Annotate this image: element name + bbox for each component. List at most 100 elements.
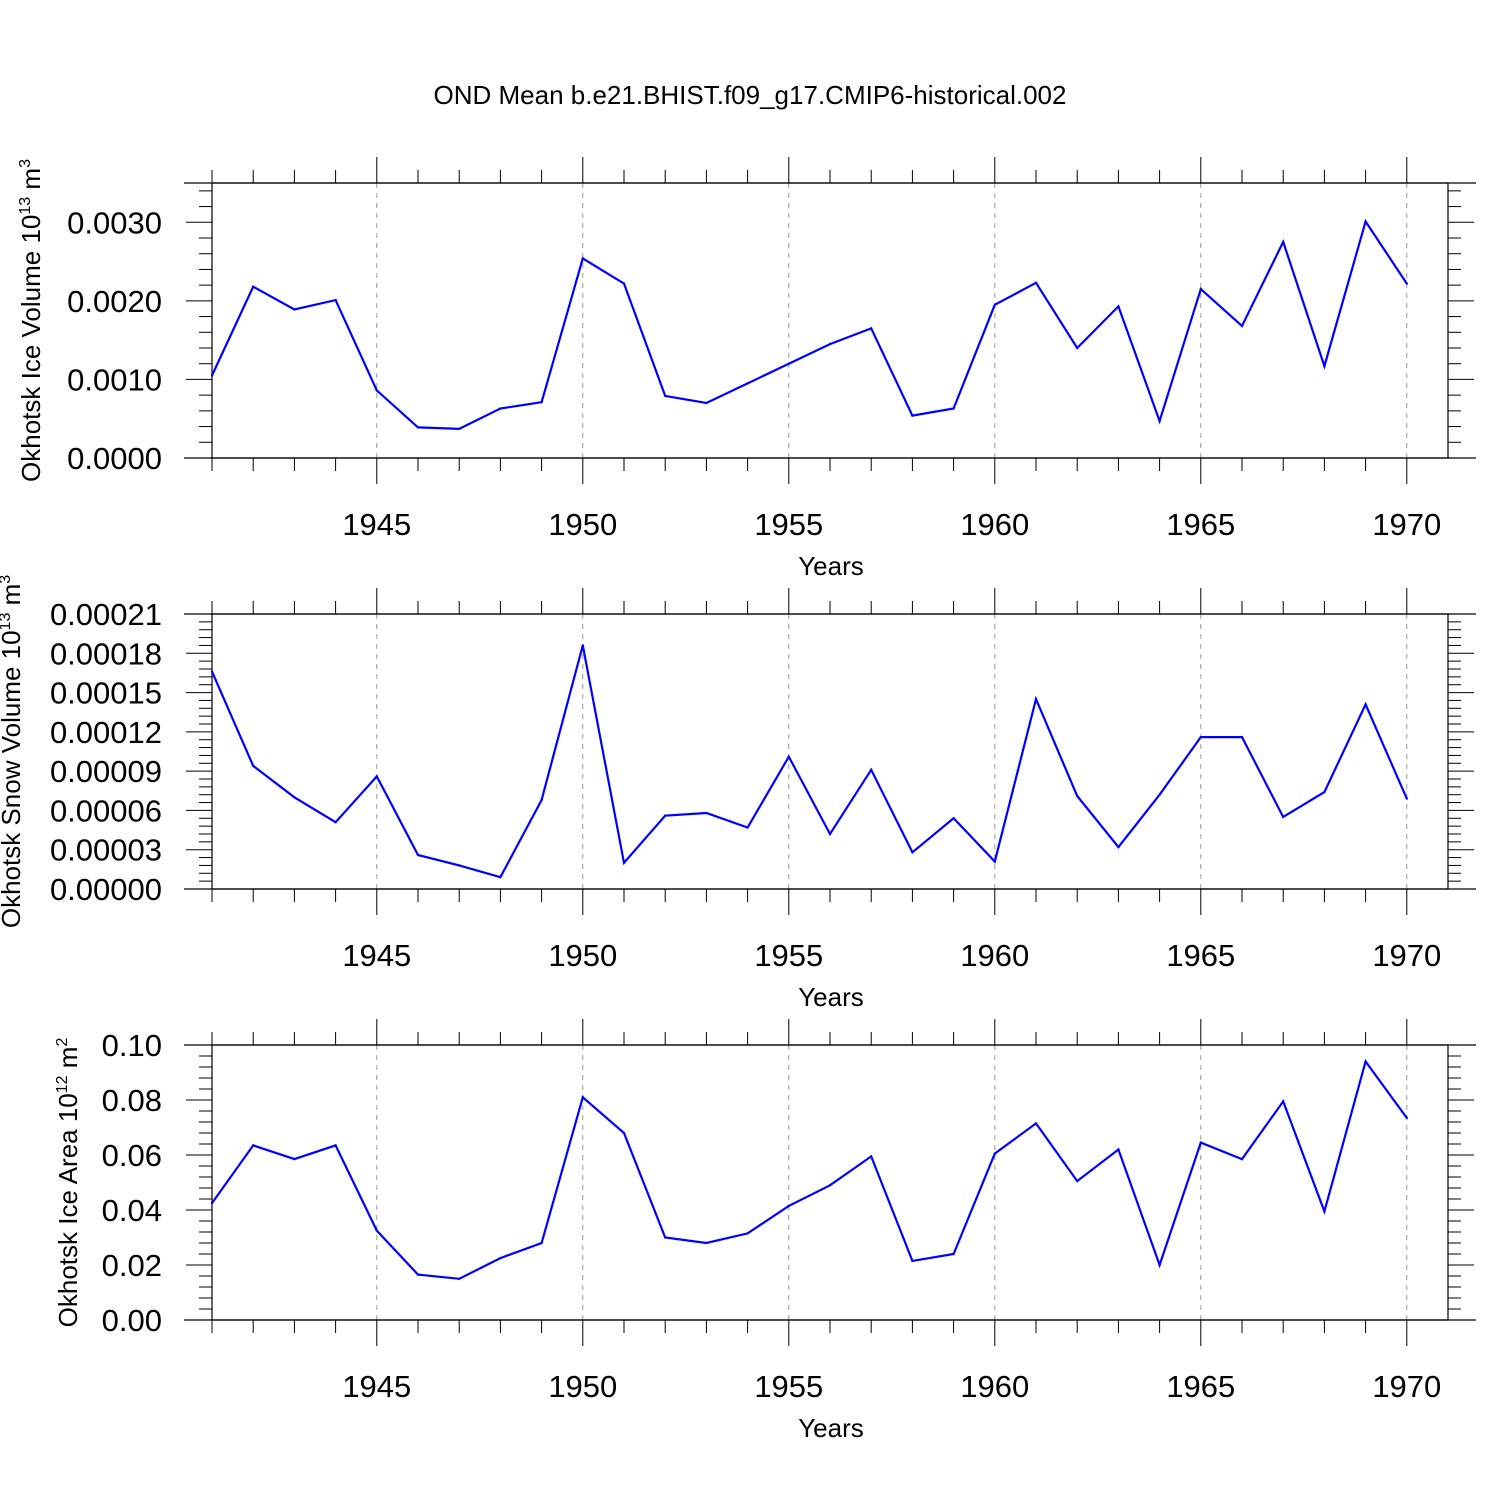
data-point	[1199, 1141, 1203, 1144]
data-point	[664, 394, 667, 398]
data-point	[1240, 324, 1244, 328]
data-point	[746, 826, 749, 829]
data-point	[870, 327, 873, 330]
data-point	[581, 1096, 584, 1099]
data-point	[1034, 281, 1038, 284]
y-tick-label: 0.02	[102, 1248, 162, 1283]
x-axis-title: Years	[798, 1413, 864, 1443]
data-point	[746, 382, 749, 385]
data-point	[952, 817, 955, 820]
data-point	[1323, 1210, 1326, 1213]
y-tick-label: 0.0030	[67, 205, 162, 240]
data-point	[375, 389, 378, 392]
data-point	[1364, 220, 1367, 223]
x-tick-label: 1950	[548, 507, 617, 542]
data-point	[1282, 1100, 1285, 1103]
data-point	[787, 362, 790, 365]
data-point	[993, 303, 996, 306]
data-point	[375, 775, 378, 778]
x-axis-title: Years	[798, 551, 864, 581]
x-tick-label: 1955	[754, 507, 823, 542]
data-point	[870, 1155, 873, 1158]
data-point	[1405, 1116, 1409, 1120]
y-tick-label: 0.0010	[67, 362, 162, 397]
x-tick-label: 1950	[548, 1369, 617, 1404]
data-point	[1076, 794, 1079, 798]
data-point	[1240, 735, 1244, 739]
y-axis-title: Okhotsk Snow Volume 1013 m3	[0, 575, 26, 928]
plot-frame	[211, 182, 1449, 459]
data-point	[252, 764, 255, 768]
data-point	[622, 282, 626, 285]
data-point	[416, 1273, 420, 1276]
data-point	[1282, 240, 1285, 244]
data-point	[1323, 790, 1326, 794]
data-point	[1034, 1122, 1038, 1125]
y-tick-label: 0.00012	[50, 715, 162, 750]
data-point	[664, 1236, 667, 1239]
data-point	[1158, 419, 1161, 423]
data-point	[540, 1241, 543, 1245]
x-tick-label: 1970	[1372, 507, 1441, 542]
panel-3: 1945 1950 1955 1960 1965 1970 Years 0.00 0.02 0.0…	[53, 1019, 1476, 1443]
y-tick-label: 0.10	[102, 1028, 162, 1063]
data-point	[334, 298, 337, 302]
x-tick-label: 1965	[1166, 938, 1235, 973]
x-tick-label: 1955	[754, 938, 823, 973]
x-tick-label: 1945	[342, 507, 411, 542]
y-axis-title: Okhotsk Ice Area 1012 m2	[53, 1038, 83, 1328]
data-point	[1158, 793, 1161, 796]
data-point	[1117, 305, 1120, 308]
data-point	[911, 414, 914, 417]
data-point	[993, 1152, 996, 1155]
data-point	[911, 1259, 914, 1263]
data-point	[540, 401, 543, 404]
data-point	[1282, 815, 1285, 819]
data-point	[828, 342, 832, 346]
data-point	[911, 851, 914, 854]
figure-title: OND Mean b.e21.BHIST.f09_g17.CMIP6-histo…	[433, 80, 1067, 110]
y-tick-label: 0.00015	[50, 676, 162, 711]
data-point	[210, 1201, 214, 1205]
x-tick-label: 1960	[960, 1369, 1029, 1404]
y-tick-label: 0.00009	[50, 754, 162, 789]
data-point	[581, 257, 584, 260]
data-point	[293, 1157, 296, 1161]
data-point	[828, 832, 832, 836]
data-point	[416, 853, 420, 857]
y-tick-label: 0.0020	[67, 284, 162, 319]
data-point	[458, 864, 461, 867]
data-point	[622, 861, 626, 865]
data-point	[622, 1131, 626, 1135]
data-point	[1240, 1157, 1244, 1161]
plot-frame	[211, 613, 1449, 890]
x-tick-label: 1945	[342, 938, 411, 973]
data-point	[334, 1144, 337, 1147]
data-point	[293, 796, 296, 799]
data-point	[1158, 1263, 1161, 1267]
data-point	[210, 374, 214, 377]
x-tick-label: 1955	[754, 1369, 823, 1404]
data-point	[828, 1184, 832, 1187]
data-point	[252, 285, 255, 288]
x-tick-label: 1965	[1166, 507, 1235, 542]
data-point	[787, 755, 790, 758]
data-point	[540, 798, 543, 802]
y-tick-label: 0.0000	[67, 441, 162, 476]
data-point	[293, 308, 296, 311]
data-point	[1199, 287, 1203, 291]
data-point	[993, 860, 996, 863]
x-tick-label: 1970	[1372, 938, 1441, 973]
y-tick-label: 0.00006	[50, 793, 162, 828]
data-point	[375, 1229, 378, 1232]
data-point	[1199, 735, 1203, 739]
series-line	[210, 645, 1408, 879]
x-tick-label: 1970	[1372, 1369, 1441, 1404]
data-point	[746, 1232, 749, 1235]
y-tick-label: 0.00000	[50, 872, 162, 907]
data-point	[952, 407, 955, 410]
series-line	[211, 218, 1408, 431]
panel-2: 1945 1950 1955 1960 1965 1970 Years 0.00000 0.00…	[0, 575, 1476, 1012]
data-point	[416, 426, 420, 429]
data-point	[1076, 1179, 1079, 1183]
